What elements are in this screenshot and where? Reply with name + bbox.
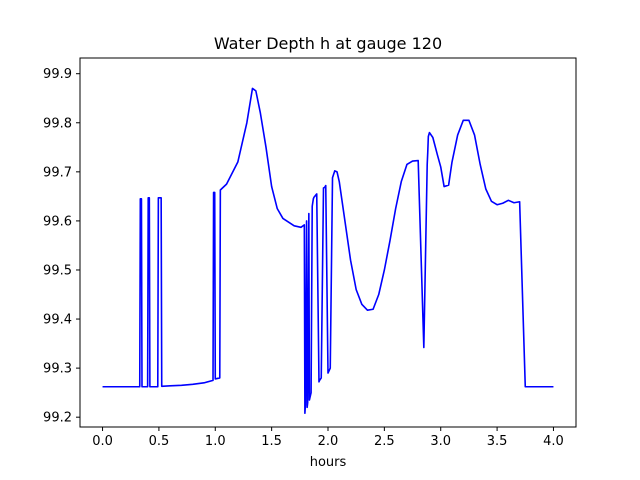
y-tick-label: 99.8 [43, 116, 72, 131]
y-tick-label: 99.2 [43, 411, 72, 426]
x-tick-label: 3.5 [487, 434, 508, 449]
y-axis: 99.2 99.3 99.4 99.5 99.6 99.7 99.8 99.9 [43, 67, 80, 426]
x-axis-label: hours [310, 455, 347, 470]
y-tick-label: 99.3 [43, 362, 72, 377]
x-axis: 0.0 0.5 1.0 1.5 2.0 2.5 3.0 3.5 4.0 [92, 427, 564, 449]
x-tick-label: 3.0 [430, 434, 451, 449]
chart-title: Water Depth h at gauge 120 [214, 34, 442, 53]
x-tick-label: 4.0 [543, 434, 564, 449]
y-tick-label: 99.5 [43, 263, 72, 278]
y-tick-label: 99.6 [43, 214, 72, 229]
x-tick-label: 0.5 [149, 434, 170, 449]
x-tick-label: 1.0 [205, 434, 226, 449]
x-tick-label: 2.0 [318, 434, 339, 449]
y-tick-label: 99.7 [43, 165, 72, 180]
x-tick-label: 0.0 [92, 434, 113, 449]
x-tick-label: 2.5 [374, 434, 395, 449]
y-tick-label: 99.4 [43, 313, 72, 328]
x-tick-label: 1.5 [261, 434, 282, 449]
y-tick-label: 99.9 [43, 67, 72, 82]
series-line [102, 87, 554, 415]
